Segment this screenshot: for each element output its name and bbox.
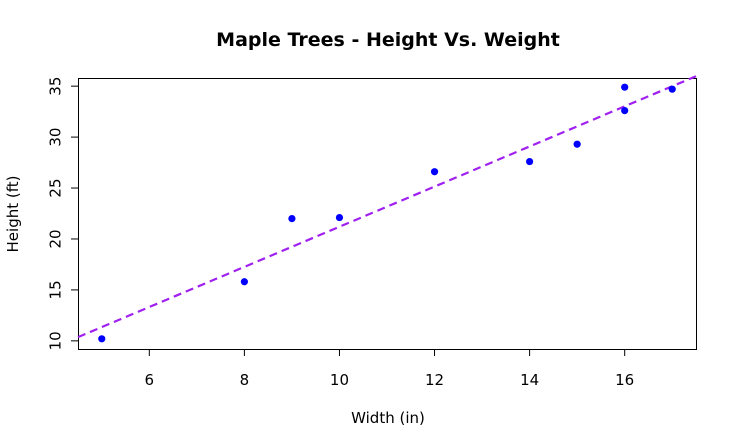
y-tick-label: 30 [47, 128, 65, 147]
data-point [621, 83, 629, 91]
data-point [573, 140, 581, 148]
x-tick-label: 14 [520, 371, 539, 389]
y-tick-label: 35 [47, 77, 65, 96]
data-point [430, 168, 439, 176]
y-tick-label: 20 [47, 229, 65, 248]
y-tick-label: 25 [47, 178, 65, 197]
y-axis-label: Height (ft) [4, 176, 22, 253]
data-point [526, 157, 534, 166]
data-point [335, 213, 344, 222]
x-axis: 6 8 10 12 14 16 [145, 349, 634, 389]
chart-title: Maple Trees - Height Vs. Weight [216, 29, 560, 51]
y-tick-label: 10 [47, 331, 65, 350]
data-point [668, 85, 676, 93]
data-points [98, 83, 676, 343]
x-tick-label: 10 [330, 371, 349, 389]
data-point [98, 335, 106, 343]
data-point [621, 107, 629, 115]
x-axis-label: Width (in) [351, 409, 425, 427]
x-tick-label: 12 [425, 371, 444, 389]
y-axis: 10 15 20 25 30 35 [47, 77, 79, 350]
data-point [240, 278, 248, 286]
trend-line [77, 75, 697, 339]
data-point [288, 214, 296, 223]
plot-area [78, 78, 697, 350]
x-tick-label: 16 [615, 371, 634, 389]
x-tick-label: 8 [240, 371, 250, 389]
y-tick-label: 15 [47, 280, 65, 299]
x-tick-label: 6 [145, 371, 155, 389]
